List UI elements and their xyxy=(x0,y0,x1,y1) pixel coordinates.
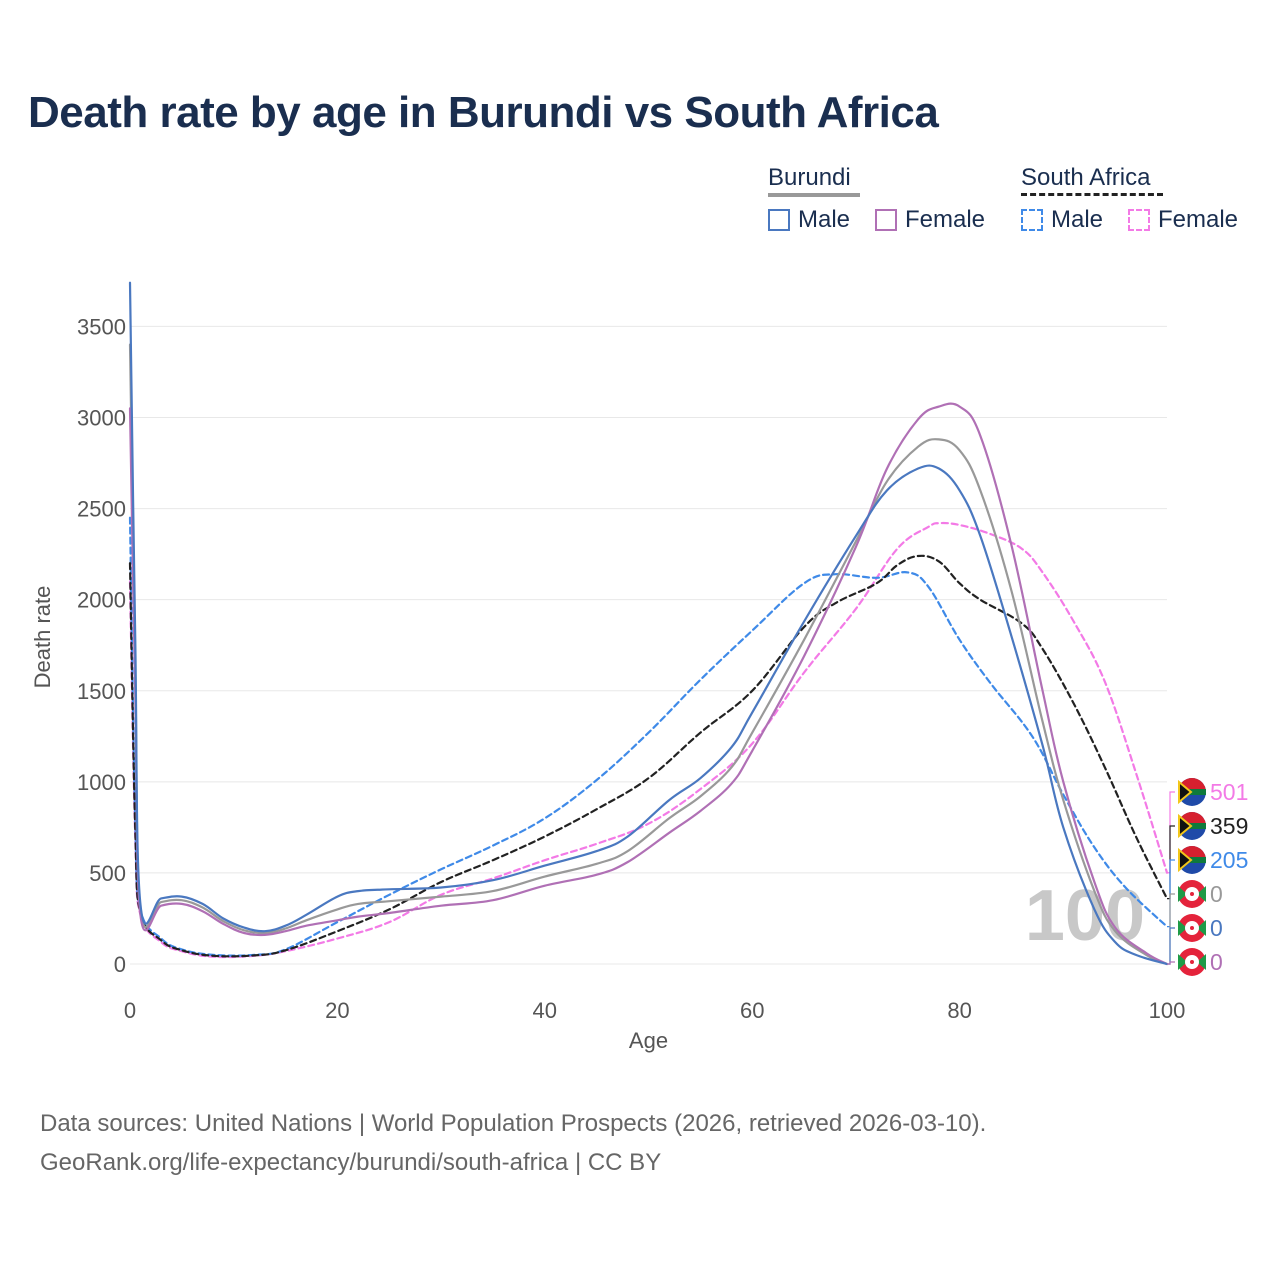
y-tick-label: 500 xyxy=(89,861,126,886)
end-label-connector xyxy=(1167,859,1175,928)
legend-burundi-female[interactable]: Female xyxy=(875,206,985,234)
legend-label: Female xyxy=(1158,206,1239,233)
legend-burundi-male[interactable]: Male xyxy=(768,206,850,234)
series-line-burundi-male xyxy=(128,281,1169,966)
flag-star xyxy=(1190,926,1194,930)
legend-swatch-icon xyxy=(1128,209,1150,231)
x-tick-label: 100 xyxy=(1149,998,1186,1023)
end-label-connector xyxy=(1167,893,1175,965)
end-label-connector xyxy=(1167,825,1175,900)
y-axis-label: Death rate xyxy=(30,586,55,689)
flag-triangle xyxy=(1178,779,1193,805)
chart-title: Death rate by age in Burundi vs South Af… xyxy=(28,88,939,137)
legend-group-burundi[interactable]: Burundi xyxy=(768,164,851,191)
legend-line-south-africa xyxy=(1021,193,1163,196)
flag-green-right xyxy=(1197,920,1206,936)
flag-green-right xyxy=(1197,954,1206,970)
footer-sources: Data sources: United Nations | World Pop… xyxy=(40,1110,987,1137)
end-value-label: 0 xyxy=(1210,949,1223,975)
x-tick-label: 80 xyxy=(947,998,971,1023)
flag-star xyxy=(1190,892,1194,896)
legend-group-south-africa[interactable]: South Africa xyxy=(1021,164,1151,191)
x-tick-label: 20 xyxy=(325,998,349,1023)
legend-south-africa-female[interactable]: Female xyxy=(1128,206,1238,234)
end-value-label: 501 xyxy=(1210,779,1248,805)
legend-swatch-icon xyxy=(875,209,897,231)
y-tick-label: 2500 xyxy=(77,497,126,522)
series-line-south-africa-total xyxy=(128,554,1169,958)
end-value-label: 0 xyxy=(1210,881,1223,907)
y-tick-label: 1000 xyxy=(77,770,126,795)
y-tick-label: 1500 xyxy=(77,679,126,704)
legend-swatch-icon xyxy=(768,209,790,231)
end-value-label: 0 xyxy=(1210,915,1223,941)
flag-green-left xyxy=(1178,954,1187,970)
flag-green-left xyxy=(1178,886,1187,902)
series-line-burundi-total xyxy=(128,343,1169,966)
end-label-connector xyxy=(1167,927,1175,965)
legend-label: Male xyxy=(1051,206,1104,233)
legend-swatch-icon xyxy=(1021,209,1043,231)
flag-triangle xyxy=(1178,813,1193,839)
x-axis-label: Age xyxy=(629,1028,668,1053)
end-label-connector xyxy=(1167,791,1175,874)
flag-green-right xyxy=(1197,886,1206,902)
y-tick-label: 0 xyxy=(114,952,126,977)
legend-south-africa-male[interactable]: Male xyxy=(1021,206,1103,234)
y-tick-label: 2000 xyxy=(77,588,126,613)
y-tick-label: 3500 xyxy=(77,314,126,339)
legend-line-burundi xyxy=(768,193,860,197)
flag-star xyxy=(1190,960,1194,964)
flag-triangle xyxy=(1178,847,1193,873)
x-tick-label: 0 xyxy=(124,998,136,1023)
end-value-label: 359 xyxy=(1210,813,1248,839)
legend-label: Female xyxy=(905,206,986,233)
x-tick-label: 40 xyxy=(533,998,557,1023)
series-line-burundi-female xyxy=(128,402,1169,966)
flag-green-left xyxy=(1178,920,1187,936)
legend-label: Male xyxy=(798,206,851,233)
footer: Data sources: United Nations | World Pop… xyxy=(40,1104,986,1182)
end-label-connector xyxy=(1167,961,1175,965)
footer-link[interactable]: GeoRank.org/life-expectancy/burundi/sout… xyxy=(40,1149,662,1176)
end-value-label: 205 xyxy=(1210,847,1248,873)
series-line-south-africa-male xyxy=(128,516,1169,957)
x-tick-label: 60 xyxy=(740,998,764,1023)
y-tick-label: 3000 xyxy=(77,406,126,431)
